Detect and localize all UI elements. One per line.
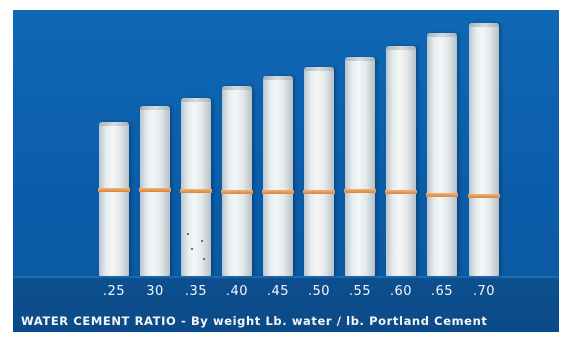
cylinder-035 xyxy=(180,98,212,276)
cylinder-040 xyxy=(221,86,253,276)
cylinder-band xyxy=(468,194,500,198)
shelf-edge xyxy=(13,276,559,279)
photo: .25 30 .35 .40 .45 .50 .55 .60 .65 .70 W… xyxy=(13,10,559,332)
cylinder-050 xyxy=(303,67,335,276)
cylinder-band xyxy=(221,190,253,194)
cylinder-band xyxy=(385,190,417,194)
cylinder-060 xyxy=(385,46,417,276)
ratio-label-060: .60 xyxy=(389,284,413,299)
ratio-label-035: .35 xyxy=(184,284,208,299)
cylinder-band xyxy=(139,188,171,192)
cylinder-070 xyxy=(468,23,500,276)
cylinder-055 xyxy=(344,57,376,276)
ratio-label-050: .50 xyxy=(307,284,331,299)
ratio-label-030: 30 xyxy=(146,284,164,299)
ratio-label-070: .70 xyxy=(472,284,496,299)
cylinder-band xyxy=(344,189,376,193)
ratio-label-025: .25 xyxy=(102,284,126,299)
cylinder-045 xyxy=(262,76,294,276)
cylinder-030 xyxy=(139,106,171,276)
ratio-label-040: .40 xyxy=(225,284,249,299)
cylinder-065 xyxy=(426,33,458,276)
cylinder-band xyxy=(426,193,458,197)
cylinder-band xyxy=(180,189,212,193)
ratio-label-065: .65 xyxy=(430,284,454,299)
cylinder-band xyxy=(303,190,335,194)
caption: WATER CEMENT RATIO - By weight Lb. water… xyxy=(21,314,488,328)
cylinder-band xyxy=(98,188,130,192)
ratio-label-045: .45 xyxy=(266,284,290,299)
cylinder-band xyxy=(262,190,294,194)
ratio-label-055: .55 xyxy=(348,284,372,299)
cylinder-025 xyxy=(98,122,130,276)
shelf xyxy=(13,278,559,332)
